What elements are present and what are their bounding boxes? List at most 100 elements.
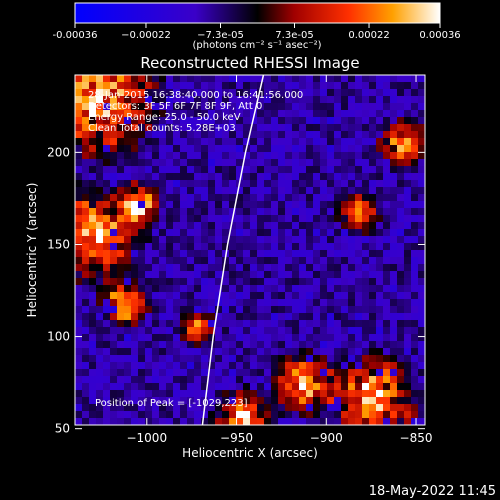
heatmap-cell bbox=[257, 418, 264, 425]
heatmap-cell bbox=[411, 299, 418, 306]
heatmap-cell bbox=[131, 201, 138, 208]
heatmap-cell bbox=[264, 390, 271, 397]
heatmap-cell bbox=[397, 208, 404, 215]
heatmap-cell bbox=[208, 96, 215, 103]
heatmap-cell bbox=[166, 201, 173, 208]
heatmap-cell bbox=[271, 138, 278, 145]
heatmap-cell bbox=[285, 250, 292, 257]
heatmap-cell bbox=[306, 278, 313, 285]
heatmap-cell bbox=[299, 222, 306, 229]
heatmap-cell bbox=[173, 411, 180, 418]
heatmap-cell bbox=[306, 383, 313, 390]
heatmap-cell bbox=[110, 82, 117, 89]
heatmap-cell bbox=[201, 229, 208, 236]
heatmap-cell bbox=[215, 96, 222, 103]
heatmap-cell bbox=[285, 229, 292, 236]
heatmap-cell bbox=[348, 201, 355, 208]
heatmap-cell bbox=[82, 327, 89, 334]
heatmap-cell bbox=[236, 292, 243, 299]
heatmap-cell bbox=[236, 166, 243, 173]
heatmap-cell bbox=[187, 82, 194, 89]
heatmap-cell bbox=[404, 145, 411, 152]
heatmap-cell bbox=[341, 82, 348, 89]
heatmap-cell bbox=[145, 215, 152, 222]
heatmap-cell bbox=[145, 348, 152, 355]
heatmap-cell bbox=[152, 117, 159, 124]
heatmap-cell bbox=[243, 257, 250, 264]
heatmap-cell bbox=[369, 96, 376, 103]
heatmap-cell bbox=[96, 208, 103, 215]
heatmap-cell bbox=[369, 138, 376, 145]
heatmap-cell bbox=[264, 159, 271, 166]
heatmap-cell bbox=[320, 383, 327, 390]
heatmap-cell bbox=[334, 292, 341, 299]
heatmap-cell bbox=[285, 299, 292, 306]
heatmap-cell bbox=[306, 152, 313, 159]
heatmap-cell bbox=[264, 327, 271, 334]
heatmap-cell bbox=[152, 334, 159, 341]
heatmap-cell bbox=[117, 292, 124, 299]
heatmap-cell bbox=[383, 131, 390, 138]
heatmap-cell bbox=[229, 383, 236, 390]
heatmap-cell bbox=[243, 278, 250, 285]
heatmap-cell bbox=[278, 355, 285, 362]
heatmap-cell bbox=[369, 376, 376, 383]
heatmap-cell bbox=[411, 383, 418, 390]
heatmap-cell bbox=[292, 306, 299, 313]
heatmap-cell bbox=[145, 250, 152, 257]
heatmap-cell bbox=[96, 124, 103, 131]
heatmap-cell bbox=[250, 124, 257, 131]
heatmap-cell bbox=[117, 306, 124, 313]
heatmap-cell bbox=[306, 187, 313, 194]
heatmap-cell bbox=[103, 306, 110, 313]
heatmap-cell bbox=[355, 334, 362, 341]
heatmap-cell bbox=[89, 201, 96, 208]
heatmap-cell bbox=[369, 159, 376, 166]
heatmap-cell bbox=[271, 264, 278, 271]
heatmap-cell bbox=[89, 180, 96, 187]
heatmap-cell bbox=[376, 327, 383, 334]
heatmap-cell bbox=[124, 285, 131, 292]
heatmap-cell bbox=[215, 418, 222, 425]
heatmap-cell bbox=[180, 334, 187, 341]
heatmap-cell bbox=[229, 145, 236, 152]
heatmap-cell bbox=[390, 320, 397, 327]
heatmap-cell bbox=[222, 215, 229, 222]
heatmap-cell bbox=[145, 362, 152, 369]
heatmap-cell bbox=[264, 89, 271, 96]
heatmap-cell bbox=[327, 362, 334, 369]
heatmap-cell bbox=[271, 404, 278, 411]
heatmap-cell bbox=[166, 222, 173, 229]
heatmap-cell bbox=[152, 292, 159, 299]
heatmap-cell bbox=[180, 341, 187, 348]
heatmap-cell bbox=[411, 320, 418, 327]
heatmap-cell bbox=[96, 327, 103, 334]
heatmap-cell bbox=[313, 306, 320, 313]
heatmap-cell bbox=[383, 145, 390, 152]
heatmap-cell bbox=[82, 355, 89, 362]
heatmap-cell bbox=[334, 362, 341, 369]
heatmap-cell bbox=[397, 166, 404, 173]
heatmap-cell bbox=[306, 264, 313, 271]
heatmap-cell bbox=[397, 131, 404, 138]
heatmap-cell bbox=[208, 355, 215, 362]
heatmap-cell bbox=[418, 285, 425, 292]
heatmap-cell bbox=[264, 362, 271, 369]
heatmap-cell bbox=[411, 348, 418, 355]
heatmap-cell bbox=[110, 117, 117, 124]
heatmap-cell bbox=[180, 383, 187, 390]
heatmap-cell bbox=[299, 271, 306, 278]
heatmap-cell bbox=[334, 124, 341, 131]
heatmap-cell bbox=[355, 313, 362, 320]
heatmap-cell bbox=[173, 257, 180, 264]
heatmap-cell bbox=[229, 159, 236, 166]
heatmap-cell bbox=[348, 390, 355, 397]
heatmap-cell bbox=[299, 229, 306, 236]
heatmap-cell bbox=[362, 173, 369, 180]
heatmap-cell bbox=[124, 82, 131, 89]
heatmap-cell bbox=[341, 145, 348, 152]
heatmap-cell bbox=[418, 96, 425, 103]
heatmap-cell bbox=[355, 159, 362, 166]
heatmap-cell bbox=[194, 341, 201, 348]
heatmap-cell bbox=[292, 82, 299, 89]
